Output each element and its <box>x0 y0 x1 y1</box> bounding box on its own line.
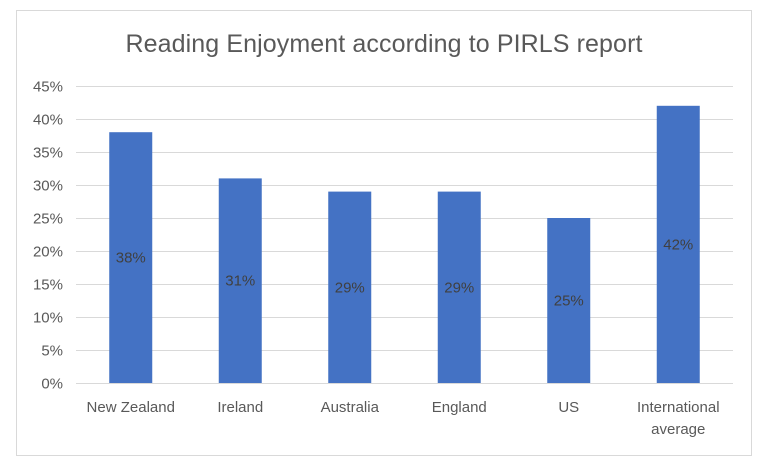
gridlines <box>76 86 733 384</box>
data-label: 38% <box>116 250 146 267</box>
data-labels: 38% 31% 29% 29% 25% 42% <box>116 236 694 309</box>
y-tick-label: 15% <box>33 277 63 294</box>
y-tick-label: 45% <box>33 79 63 96</box>
x-tick-label: New Zealand <box>87 399 175 416</box>
x-tick-label: Australia <box>321 399 380 416</box>
x-tick-label: Ireland <box>217 399 263 416</box>
x-axis-tick-labels: New Zealand Ireland Australia England US Inte… <box>87 399 720 438</box>
y-tick-label: 20% <box>33 244 63 261</box>
bars <box>109 105 700 384</box>
y-tick-label: 35% <box>33 145 63 162</box>
bar <box>656 105 700 384</box>
x-tick-label: England <box>432 399 487 416</box>
y-tick-label: 40% <box>33 112 63 129</box>
data-label: 31% <box>225 273 255 290</box>
bar <box>109 132 153 383</box>
bar <box>218 178 262 383</box>
data-label: 42% <box>663 236 693 253</box>
bar <box>547 218 591 383</box>
data-label: 29% <box>335 279 365 296</box>
bar <box>437 191 481 383</box>
chart-title: Reading Enjoyment according to PIRLS rep… <box>125 30 643 58</box>
bar <box>328 191 372 383</box>
y-tick-label: 5% <box>41 343 63 360</box>
y-axis-tick-labels: 0% 5% 10% 15% 20% 25% 30% 35% 40% 45% <box>33 79 63 393</box>
y-tick-label: 0% <box>41 376 63 393</box>
y-tick-label: 10% <box>33 310 63 327</box>
data-label: 25% <box>554 293 584 310</box>
data-label: 29% <box>444 279 474 296</box>
y-tick-label: 25% <box>33 211 63 228</box>
y-tick-label: 30% <box>33 178 63 195</box>
x-tick-label: US <box>558 399 579 416</box>
x-tick-label: International average <box>637 399 720 438</box>
